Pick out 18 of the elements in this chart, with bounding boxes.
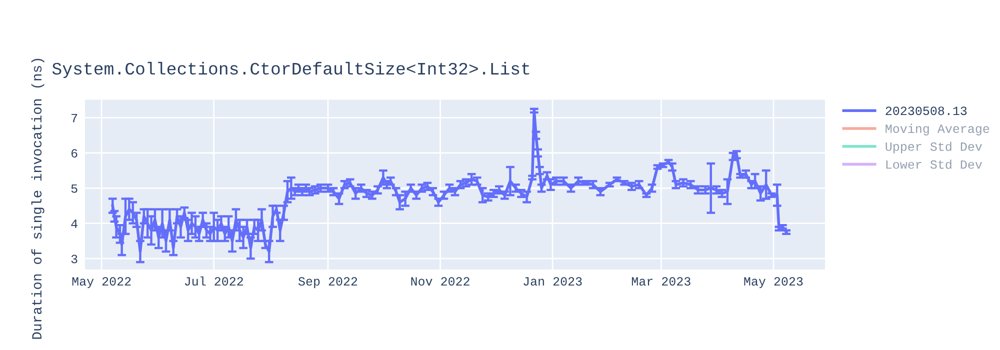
y-tick-label: 6 bbox=[71, 149, 78, 158]
x-tick-label: Mar 2023 bbox=[632, 277, 690, 286]
x-tick-label: Jul 2022 bbox=[184, 276, 243, 286]
x-tick-label: May 2023 bbox=[744, 277, 803, 288]
x-tick-label: Sep 2022 bbox=[298, 277, 358, 288]
y-tick-label: 3 bbox=[71, 254, 78, 264]
chart-title: System.Collections.CtorDefaultSize<Int32>.List bbox=[52, 62, 530, 78]
legend-label: Upper Std Dev bbox=[886, 142, 982, 154]
legend-label: 20230508.13 bbox=[886, 106, 967, 116]
x-tick-label: Nov 2022 bbox=[411, 277, 470, 286]
x-tick-label: Jan 2023 bbox=[524, 277, 582, 286]
y-axis-title: Duration of single invocation (ns) bbox=[31, 58, 44, 339]
y-tick-label: 4 bbox=[71, 220, 78, 228]
y-tick-label: 7 bbox=[72, 114, 78, 122]
legend-label: Moving Average bbox=[886, 124, 990, 136]
legend-label: Lower Std Dev bbox=[886, 160, 982, 169]
y-tick-label: 5 bbox=[71, 184, 78, 193]
x-tick-label: May 2022 bbox=[72, 277, 131, 288]
